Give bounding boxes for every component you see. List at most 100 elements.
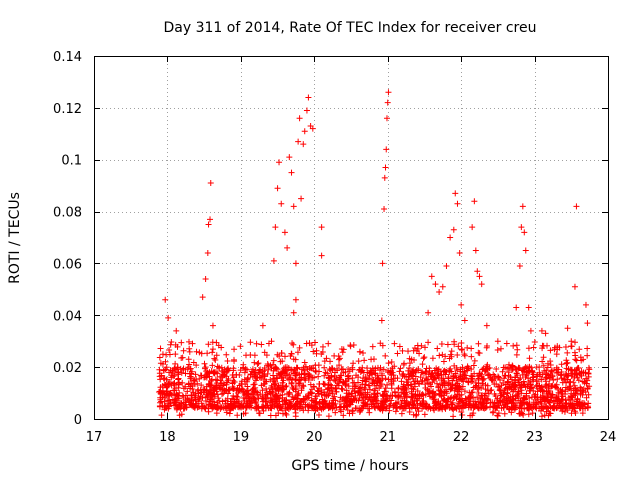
background-point [379,342,386,349]
background-point [315,412,322,419]
background-point [498,382,505,389]
background-point [539,358,546,365]
background-point [514,399,520,406]
notable-point [207,216,214,223]
background-point [449,399,456,406]
background-point [490,371,497,378]
notable-point [472,247,479,254]
notable-point [381,174,388,181]
notable-point [584,320,591,327]
background-point [353,372,360,379]
background-point [503,340,510,347]
background-point [349,379,356,386]
notable-point [259,322,266,329]
background-point [225,386,232,393]
background-point [198,382,205,389]
background-point [158,412,165,419]
background-point [258,375,265,382]
notable-point [428,273,435,280]
background-point [499,368,506,375]
notable-point [538,327,545,334]
background-point [326,404,333,411]
background-point [405,367,412,374]
notable-point [290,309,297,316]
background-point [468,366,475,373]
background-point [480,382,487,389]
background-point [344,398,351,405]
background-point [392,408,399,415]
background-point [412,378,419,385]
background-point [333,388,340,395]
background-point [327,358,334,365]
background-point [162,358,169,365]
background-point [270,396,277,403]
background-point [362,374,369,381]
background-point [522,384,529,391]
background-point [567,402,574,409]
background-point [238,380,245,387]
background-point [279,374,286,381]
background-point [447,385,454,392]
background-point [163,376,170,383]
background-point [386,407,393,414]
background-point [335,382,342,389]
background-point [580,403,587,410]
notable-point [452,190,459,197]
background-point [213,352,220,359]
background-point [494,397,501,404]
background-point [385,369,392,376]
background-point [503,381,510,388]
background-point [497,376,504,383]
background-point [531,393,538,400]
background-point [579,410,586,417]
background-point [457,375,464,382]
background-point [521,395,528,402]
background-point [570,392,577,399]
y-tick-label: 0 [74,413,82,428]
background-point [343,390,350,397]
background-point [448,368,455,375]
background-point [338,385,345,392]
background-point [326,400,333,407]
background-point [316,380,323,387]
background-point [421,411,428,418]
x-tick-label: 22 [453,430,470,445]
background-point [251,370,258,377]
background-point [480,402,487,409]
notable-point [270,257,277,264]
background-point [418,378,425,385]
background-point [286,390,293,397]
background-point [168,338,175,345]
background-point [230,392,237,399]
background-point [471,357,478,364]
background-point [519,381,526,388]
background-point [376,377,383,384]
background-point [509,380,516,387]
notable-point [519,203,526,210]
background-point [205,341,212,348]
background-point [501,395,508,402]
background-point [279,391,286,398]
background-point [323,392,330,399]
background-point [166,369,173,376]
background-point [171,381,178,388]
background-point [325,413,332,420]
background-point [237,343,244,350]
background-point [410,366,417,373]
background-point [196,375,203,382]
background-point [547,394,554,401]
background-point [186,370,193,377]
background-point [510,388,517,395]
notable-point [458,301,465,308]
background-point [454,402,461,409]
background-point [468,404,475,411]
background-point [423,375,430,382]
background-point [522,373,529,380]
background-point [350,360,357,367]
background-point [554,385,561,392]
y-tick-labels: 0 0.02 0.04 0.06 0.08 0.1 0.12 0.14 [53,50,82,428]
background-point [165,381,172,388]
background-point [289,367,296,374]
notable-point [204,250,211,257]
notable-point [469,224,476,231]
